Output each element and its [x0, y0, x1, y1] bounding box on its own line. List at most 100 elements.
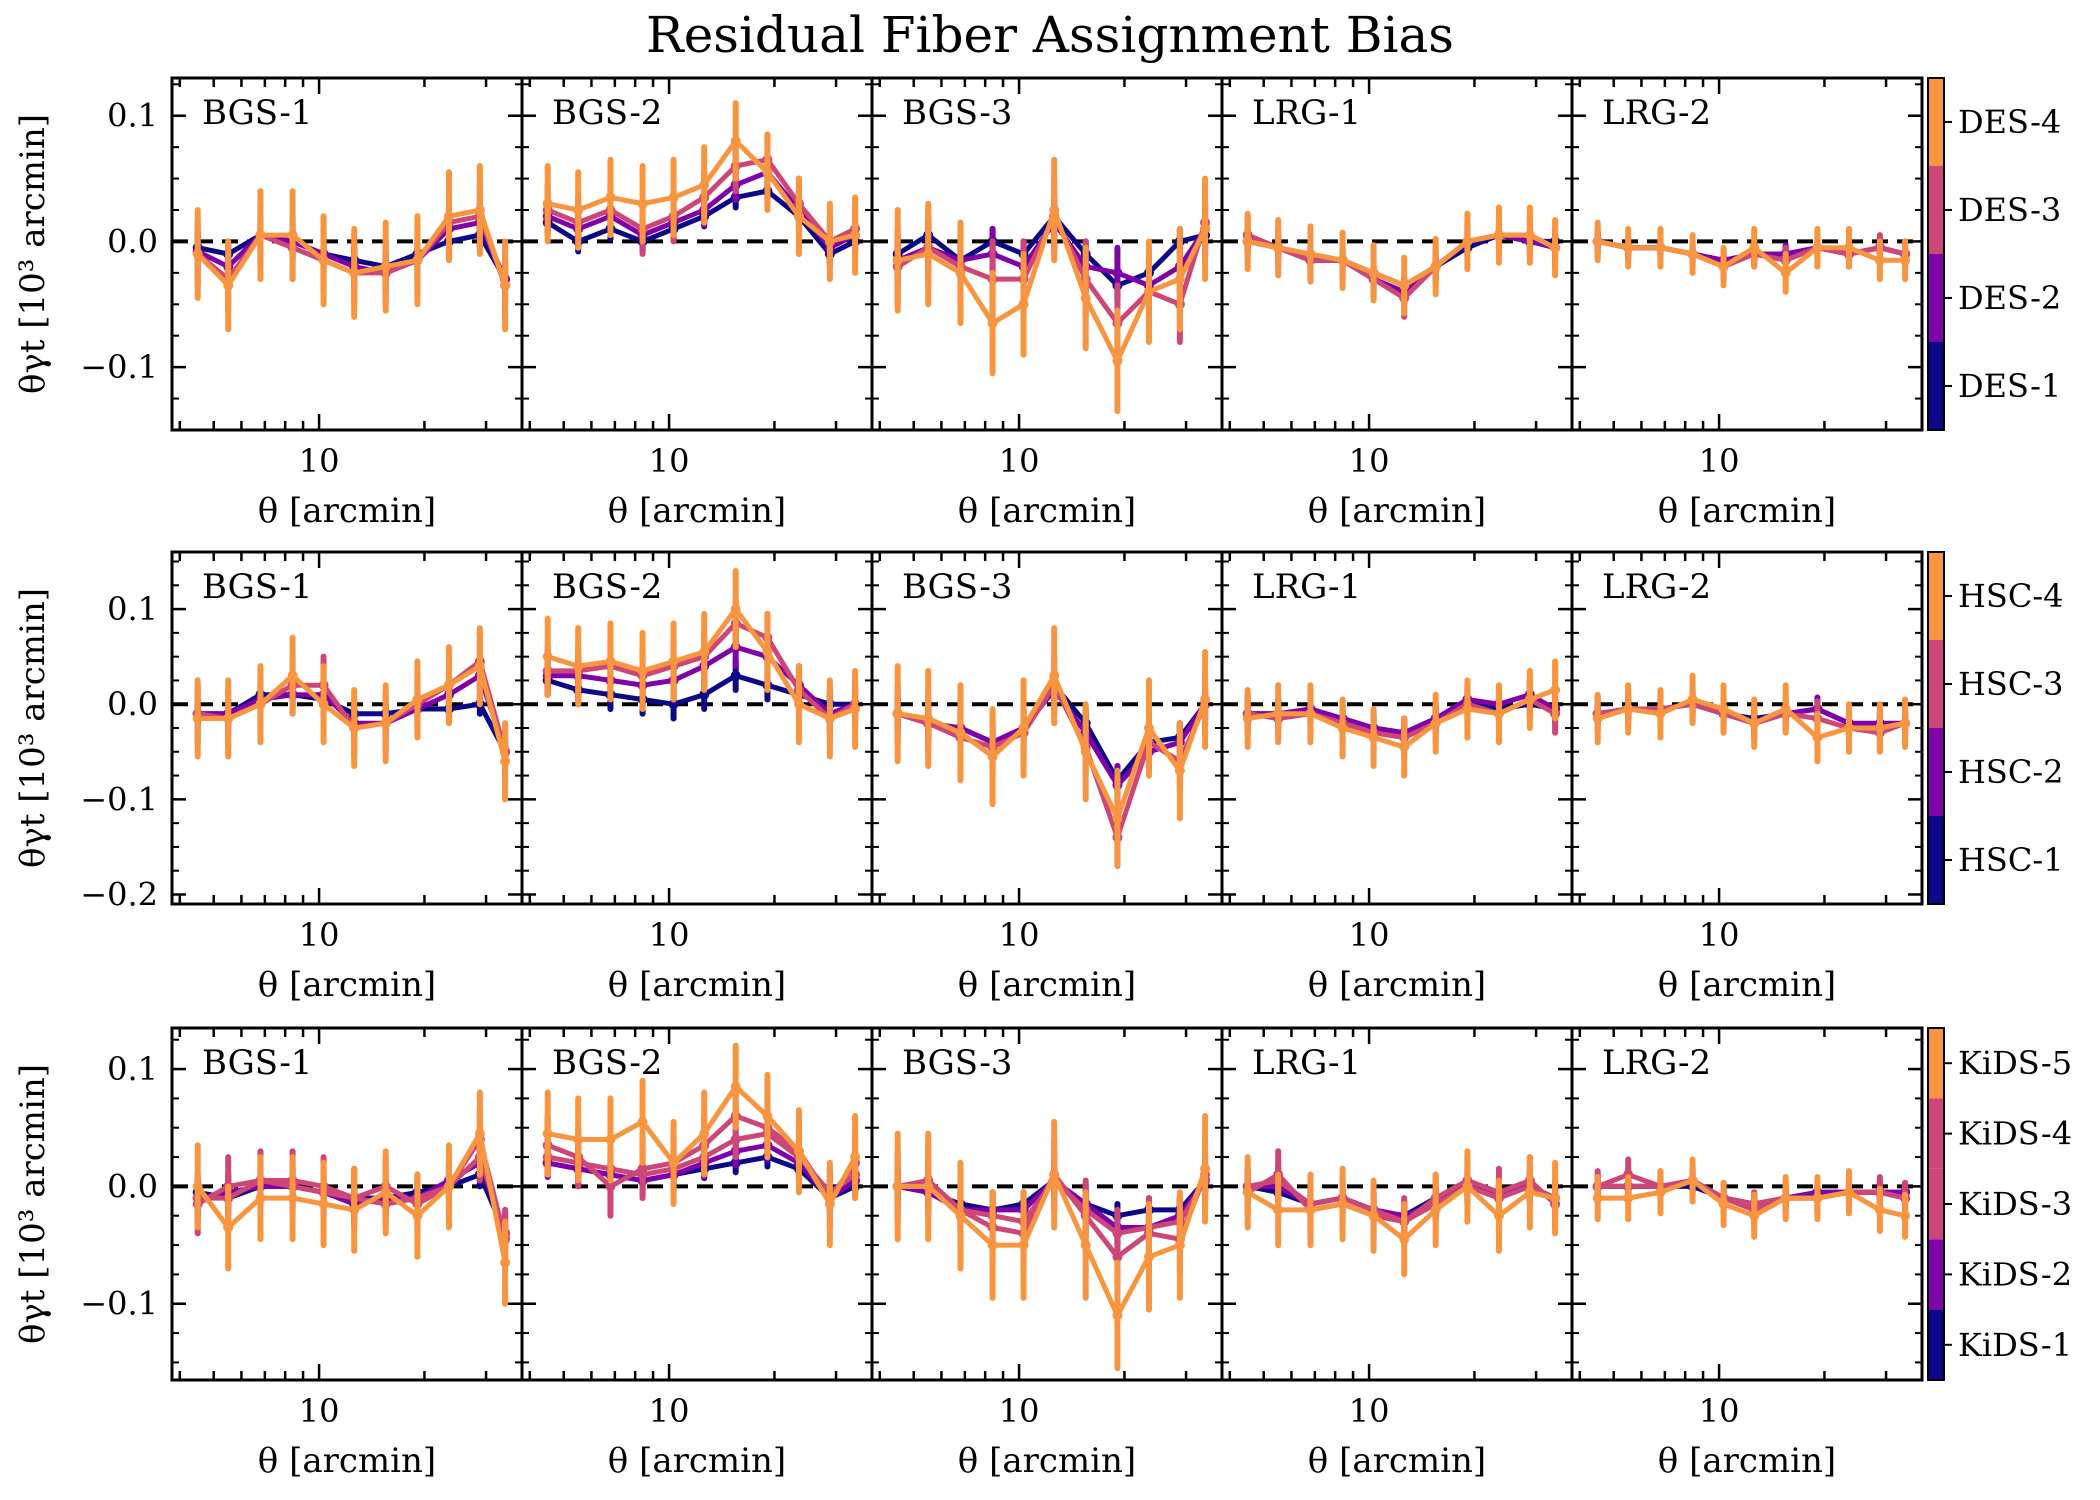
data-point	[1524, 1187, 1535, 1198]
panel-bgs-2: 10 BGS-2 θ [arcmin]	[520, 76, 874, 531]
data-point	[793, 699, 804, 710]
x-tick-label: 10	[649, 1392, 690, 1430]
data-point	[1273, 242, 1284, 253]
data-point	[668, 192, 679, 203]
colorbar-segment	[1928, 166, 1944, 254]
data-point	[824, 236, 835, 247]
data-point	[850, 230, 861, 241]
panel-label: BGS-2	[552, 1043, 662, 1083]
colorbar-segment	[1928, 552, 1944, 640]
panel-bgs-3: 10 BGS-3 θ [arcmin]	[870, 550, 1224, 1005]
data-point	[443, 680, 454, 691]
data-point	[1430, 1204, 1441, 1215]
data-point	[1655, 1187, 1666, 1198]
series-kids-5	[892, 1113, 1211, 1372]
data-point	[850, 1152, 861, 1163]
panel-bgs-3: 10 BGS-3 θ [arcmin]	[870, 76, 1224, 531]
data-point	[824, 713, 835, 724]
data-point	[542, 1128, 553, 1139]
x-axis-label: θ [arcmin]	[1658, 965, 1836, 1005]
data-point	[1687, 1175, 1698, 1186]
panel-label: LRG-2	[1602, 567, 1711, 607]
row-kids: θγt [10³ arcmin] 0.1 0.0 −0.1 10 BGS-1 θ [arcm…	[13, 1026, 2072, 1481]
data-point	[793, 211, 804, 222]
y-axis-label: θγt [10³ arcmin]	[13, 114, 53, 394]
data-point	[1305, 1204, 1316, 1215]
y-tick-label: 0.1	[107, 590, 158, 628]
data-point	[987, 318, 998, 329]
data-point	[1874, 1204, 1885, 1215]
colorbar-segment	[1928, 1098, 1944, 1169]
data-point	[1550, 242, 1561, 253]
data-point	[223, 1222, 234, 1233]
data-point	[573, 205, 584, 215]
data-point	[1462, 1181, 1473, 1192]
colorbar-frame	[1927, 551, 1945, 905]
x-tick-label: 10	[1699, 916, 1740, 954]
data-point	[412, 694, 423, 705]
data-point	[1049, 1169, 1060, 1180]
data-point	[1337, 723, 1348, 733]
data-point	[730, 670, 741, 681]
data-point	[1687, 249, 1698, 259]
panel-label: BGS-3	[902, 93, 1012, 133]
x-tick-label: 10	[1349, 916, 1390, 954]
data-point	[1399, 280, 1410, 291]
data-point	[1049, 670, 1060, 681]
data-point	[987, 751, 998, 762]
data-point	[542, 198, 553, 209]
data-point	[192, 1181, 203, 1192]
panel-bgs-2: 10 BGS-2 θ [arcmin]	[520, 1026, 874, 1481]
data-point	[637, 1163, 648, 1174]
data-point	[1592, 713, 1603, 724]
data-point	[318, 699, 329, 710]
series-kids-5	[1242, 1148, 1561, 1278]
data-point	[668, 656, 679, 667]
data-point	[255, 230, 266, 241]
colorbar-segment	[1928, 342, 1944, 430]
y-axis-label: θγt [10³ arcmin]	[13, 1064, 53, 1344]
data-point	[699, 689, 710, 700]
y-axis-label: θγt [10³ arcmin]	[13, 588, 53, 868]
data-point	[412, 255, 423, 266]
data-point	[1112, 267, 1123, 278]
data-point	[1718, 261, 1729, 272]
colorbar-label: HSC-4	[1958, 577, 2063, 615]
data-point	[1018, 299, 1029, 310]
data-point	[923, 1181, 934, 1192]
data-point	[1524, 230, 1535, 241]
data-point	[605, 1181, 616, 1192]
data-point	[287, 670, 298, 681]
series-hsc-4	[1592, 672, 1911, 765]
x-axis-label: θ [arcmin]	[1308, 491, 1486, 531]
data-point	[500, 1257, 511, 1268]
panel-label: LRG-2	[1602, 93, 1711, 133]
data-point	[1655, 708, 1666, 719]
data-point	[192, 249, 203, 259]
panel-label: BGS-3	[902, 567, 1012, 607]
colorbar-label: DES-2	[1958, 279, 2061, 317]
data-point	[1780, 267, 1791, 278]
data-point	[1200, 1163, 1211, 1174]
series-kids-5	[542, 1042, 861, 1249]
data-point	[542, 651, 553, 662]
data-point	[349, 1204, 360, 1215]
panel-label: LRG-1	[1252, 93, 1361, 133]
colorbar-segment	[1928, 254, 1944, 342]
data-point	[1112, 813, 1123, 824]
colorbar-label: DES-1	[1958, 367, 2061, 405]
colorbar-segment	[1928, 640, 1944, 728]
data-point	[1273, 708, 1284, 719]
y-tick-label: −0.1	[80, 780, 158, 818]
data-point	[1493, 230, 1504, 241]
x-axis-label: θ [arcmin]	[1658, 1441, 1836, 1481]
series-hsc-4	[1242, 658, 1561, 779]
data-point	[1305, 708, 1316, 719]
data-point	[1900, 255, 1911, 266]
data-point	[573, 1134, 584, 1145]
colorbar-label: KiDS-3	[1958, 1185, 2072, 1223]
x-axis-label: θ [arcmin]	[258, 491, 436, 531]
row-des: θγt [10³ arcmin] 0.1 0.0 −0.1 10 BGS-1 θ [arcm…	[13, 76, 2061, 531]
data-point	[1718, 1199, 1729, 1209]
data-point	[1718, 703, 1729, 714]
